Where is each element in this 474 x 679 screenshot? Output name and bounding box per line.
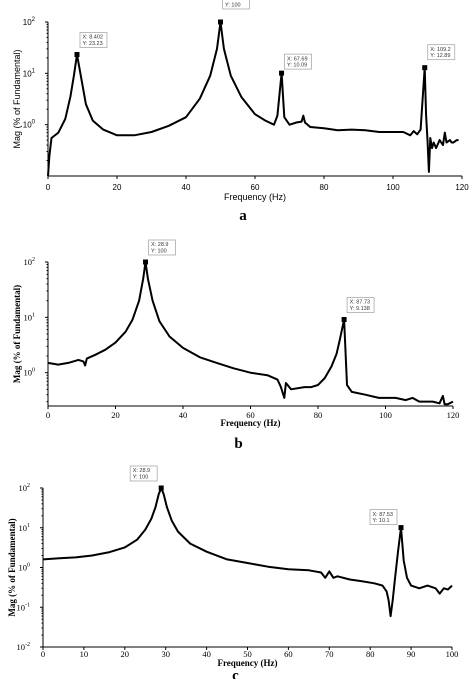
data-cursor-marker (422, 65, 428, 71)
x-tick-label: 80 (366, 649, 375, 659)
series-line (47, 21, 459, 177)
y-tick-label: 100 (24, 368, 36, 378)
chart-b: 0 20 40 60 80 100 120 100 101 102 X: 28.9Y: 100 X: … (12, 239, 460, 452)
data-cursor-box (369, 509, 398, 525)
x-tick-label: 120 (455, 183, 469, 192)
data-cursor-text: Y: 23.23 (82, 41, 102, 47)
x-tick-label: 20 (121, 649, 130, 659)
x-tick-label: 80 (314, 410, 323, 420)
data-cursor-text: X: 87.53 (372, 512, 393, 518)
data-cursor-marker (398, 525, 404, 531)
data-cursor-text: Y: 100 (133, 474, 149, 480)
x-tick-label: 40 (182, 183, 191, 192)
x-tick-label: 60 (251, 183, 260, 192)
data-cursor-text: X: 109.2 (430, 47, 451, 53)
panel-caption: b (234, 436, 242, 452)
x-tick-label: 40 (202, 649, 211, 659)
y-axis-label: Mag (% of Fundamental) (12, 285, 22, 383)
data-cursor-marker (158, 485, 164, 491)
data-cursor-text: X: 8.402 (82, 35, 103, 41)
data-cursor-text: Y: 12.89 (430, 53, 450, 59)
y-axis-label: Mag (% of Fundamental) (12, 49, 22, 148)
data-cursor-box (129, 465, 158, 482)
y-tick-label: 10-2 (17, 642, 31, 652)
x-axis-label: Frequency (Hz) (220, 418, 280, 428)
y-axis-label: Mag (% of Fundamental) (7, 518, 17, 616)
y-tick-label: 101 (19, 523, 31, 533)
y-tick-label: 101 (23, 68, 36, 78)
data-cursor-marker (74, 52, 80, 58)
x-tick-label: 40 (179, 410, 188, 420)
x-tick-label: 100 (379, 410, 392, 420)
x-tick-label: 90 (407, 649, 416, 659)
x-tick-label: 120 (447, 410, 460, 420)
data-cursor-box (284, 53, 312, 70)
data-cursor-text: Y: 100 (151, 248, 167, 254)
x-axis-label: Frequency (Hz) (224, 192, 286, 202)
x-tick-label: 80 (320, 183, 329, 192)
panel-caption: a (239, 208, 247, 224)
data-cursor-text: X: 28.9 (151, 242, 168, 248)
x-tick-label: 60 (284, 649, 293, 659)
x-tick-label: 60 (246, 410, 255, 420)
data-cursor-marker (341, 317, 347, 323)
x-tick-label: 20 (111, 410, 120, 420)
x-tick-label: 0 (46, 183, 51, 192)
series-line (47, 261, 454, 406)
data-cursor-marker (279, 70, 285, 76)
data-cursor-text: Y: 10.09 (287, 63, 307, 69)
y-tick-label: 102 (19, 483, 31, 493)
data-cursor-marker (143, 259, 149, 265)
data-cursor-text: X: 87.73 (350, 300, 371, 306)
y-tick-label: 100 (19, 563, 31, 573)
data-cursor-box (222, 0, 250, 10)
x-tick-label: 30 (161, 649, 170, 659)
x-tick-label: 100 (446, 649, 459, 659)
data-cursor-box (346, 297, 375, 313)
panel-caption: c (232, 668, 239, 679)
data-cursor-marker (218, 19, 223, 25)
data-cursor-text: Y: 10.1 (372, 518, 389, 524)
x-tick-label: 0 (46, 410, 50, 420)
chart-c: 0 10 20 30 40 50 60 70 80 90 100 10-2 10-1 100 101 102 X… (7, 465, 459, 679)
data-cursor-text: X: 28.9 (133, 468, 150, 474)
y-tick-label: 100 (23, 120, 36, 130)
data-cursor-text: Y: 100 (225, 2, 241, 8)
x-tick-label: 20 (113, 183, 122, 192)
data-cursor-text: X: 67.69 (287, 56, 308, 62)
data-cursor-text: Y: 9.138 (350, 306, 370, 312)
x-tick-label: 70 (325, 649, 334, 659)
x-tick-label: 10 (80, 649, 89, 659)
x-axis-label: Frequency (Hz) (217, 658, 277, 668)
series-line (42, 487, 453, 618)
x-tick-label: 50 (243, 649, 252, 659)
y-tick-label: 101 (24, 312, 36, 322)
y-tick-label: 10-1 (17, 602, 31, 612)
x-tick-label: 0 (41, 649, 45, 659)
data-cursor-text: X: 50 (225, 0, 238, 2)
y-tick-label: 102 (24, 257, 36, 267)
data-cursor-box (427, 44, 456, 61)
data-cursor-box (148, 239, 176, 256)
x-tick-label: 100 (386, 183, 400, 192)
data-cursor-box (79, 32, 108, 48)
y-tick-label: 102 (23, 17, 36, 27)
